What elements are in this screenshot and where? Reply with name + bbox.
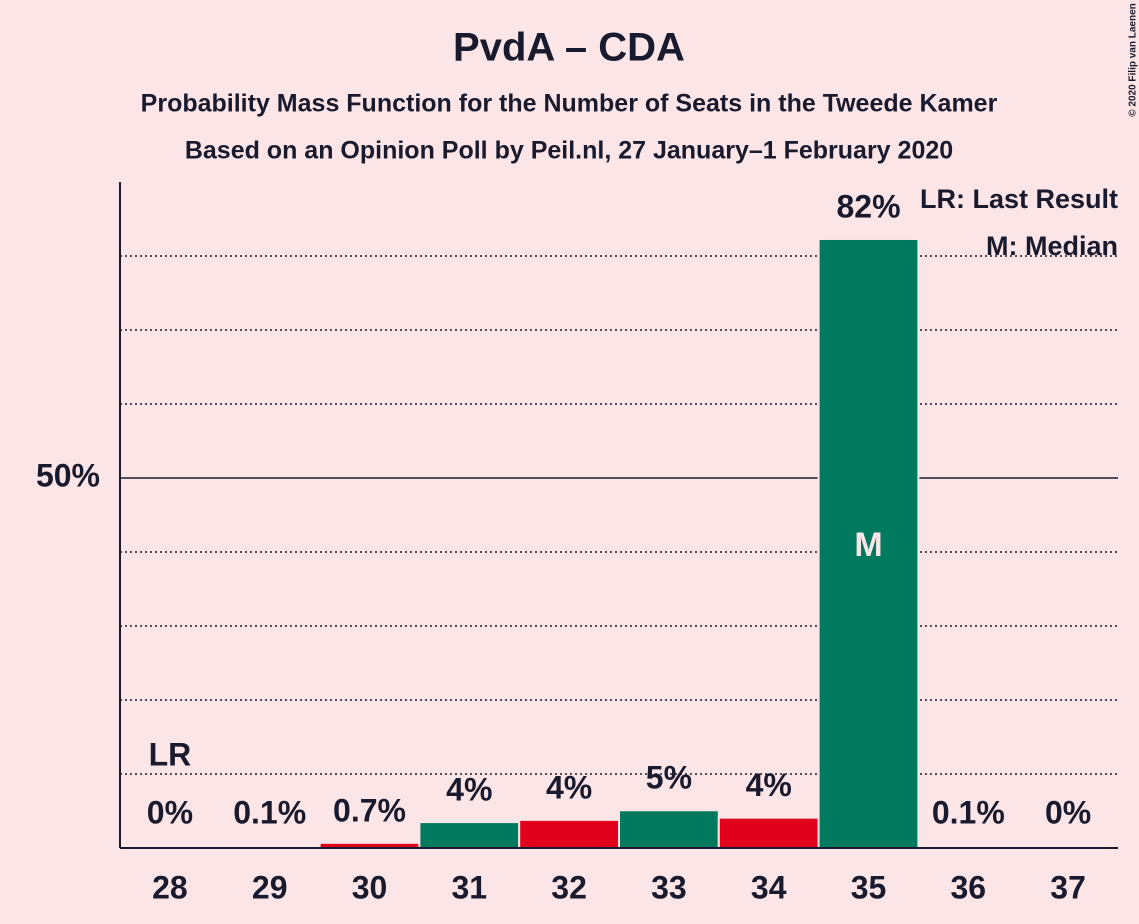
last-result-marker: LR [149,736,192,772]
copyright: © 2020 Filip van Laenen [1128,3,1139,117]
median-marker: M [854,526,882,564]
bar [817,237,920,850]
chart-title: PvdA – CDA [453,26,685,70]
value-label: 0.7% [333,792,406,828]
x-tick-label: 28 [152,869,188,905]
value-label: 5% [646,760,692,796]
chart-subtitle: Based on an Opinion Poll by Peil.nl, 27 … [185,137,953,165]
bar [618,809,720,850]
value-label: 82% [836,188,900,224]
x-tick-label: 31 [452,869,488,905]
chart-subtitle: Probability Mass Function for the Number… [141,90,998,118]
value-label: 4% [746,767,792,803]
x-tick-label: 35 [851,869,887,905]
value-label: 0% [147,794,193,830]
x-tick-label: 36 [951,869,987,905]
legend-entry: LR: Last Result [920,184,1118,214]
value-label: 4% [546,769,592,805]
x-tick-label: 37 [1050,869,1086,905]
legend-entry: M: Median [986,231,1118,261]
bar [717,816,820,849]
x-tick-label: 29 [252,869,288,905]
x-tick-label: 34 [751,869,787,905]
bar [518,818,621,850]
value-label: 0.1% [233,794,306,830]
x-tick-label: 32 [551,869,587,905]
x-tick-label: 33 [651,869,687,905]
y-tick-label: 50% [36,457,100,493]
bar [418,821,521,849]
value-label: 4% [446,772,492,808]
value-label: 0% [1045,794,1091,830]
value-label: 0.1% [932,794,1005,830]
x-tick-label: 30 [352,869,388,905]
